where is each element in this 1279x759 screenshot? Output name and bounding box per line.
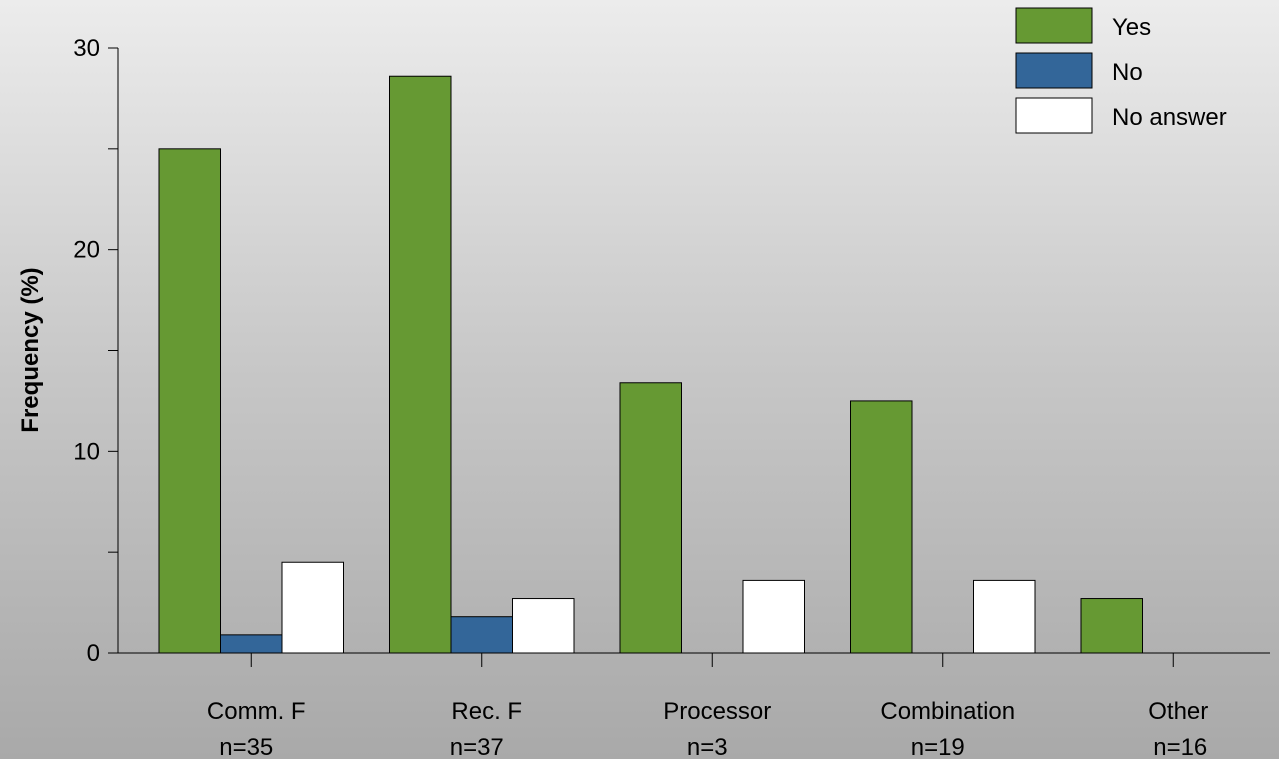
category-label: Comm. F <box>207 698 306 725</box>
bar-no <box>220 634 283 654</box>
bar-yes <box>158 148 221 654</box>
legend-label: No <box>1112 59 1143 86</box>
y-tick-label: 20 <box>73 237 100 264</box>
sample-size-label: n=37 <box>450 734 504 759</box>
legend-swatch <box>1015 52 1093 89</box>
bar-no-answer <box>281 561 344 654</box>
category-label: Combination <box>880 698 1015 725</box>
bar-yes <box>850 400 913 654</box>
legend-label: No answer <box>1112 104 1227 131</box>
legend-swatch <box>1015 7 1093 44</box>
legend: Yes No No answer <box>1015 7 1227 134</box>
category-label: Processor <box>663 698 771 725</box>
sample-size-label: n=19 <box>911 734 965 759</box>
bars <box>158 75 1143 654</box>
legend-label: Yes <box>1112 14 1151 41</box>
bar-no <box>450 616 513 654</box>
sample-size-label: n=3 <box>687 734 728 759</box>
sample-size-label: n=35 <box>219 734 273 759</box>
bar-no-answer <box>512 598 575 654</box>
bar-yes <box>619 382 682 654</box>
category-label: Other <box>1148 698 1208 725</box>
bar-yes <box>1080 598 1143 654</box>
bar-yes <box>389 75 452 654</box>
legend-swatch <box>1015 97 1093 134</box>
y-tick-label: 30 <box>73 35 100 62</box>
bar-no-answer <box>742 579 805 654</box>
bar-no-answer <box>973 579 1036 654</box>
y-tick-label: 0 <box>87 640 100 667</box>
x-axis-labels: Comm. F n=35 Rec. F n=37 Processor n=3 Combina… <box>207 698 1208 759</box>
sample-size-label: n=16 <box>1153 734 1207 759</box>
y-axis-label: Frequency (%) <box>17 267 44 432</box>
y-tick-label: 10 <box>73 438 100 465</box>
category-label: Rec. F <box>451 698 522 725</box>
